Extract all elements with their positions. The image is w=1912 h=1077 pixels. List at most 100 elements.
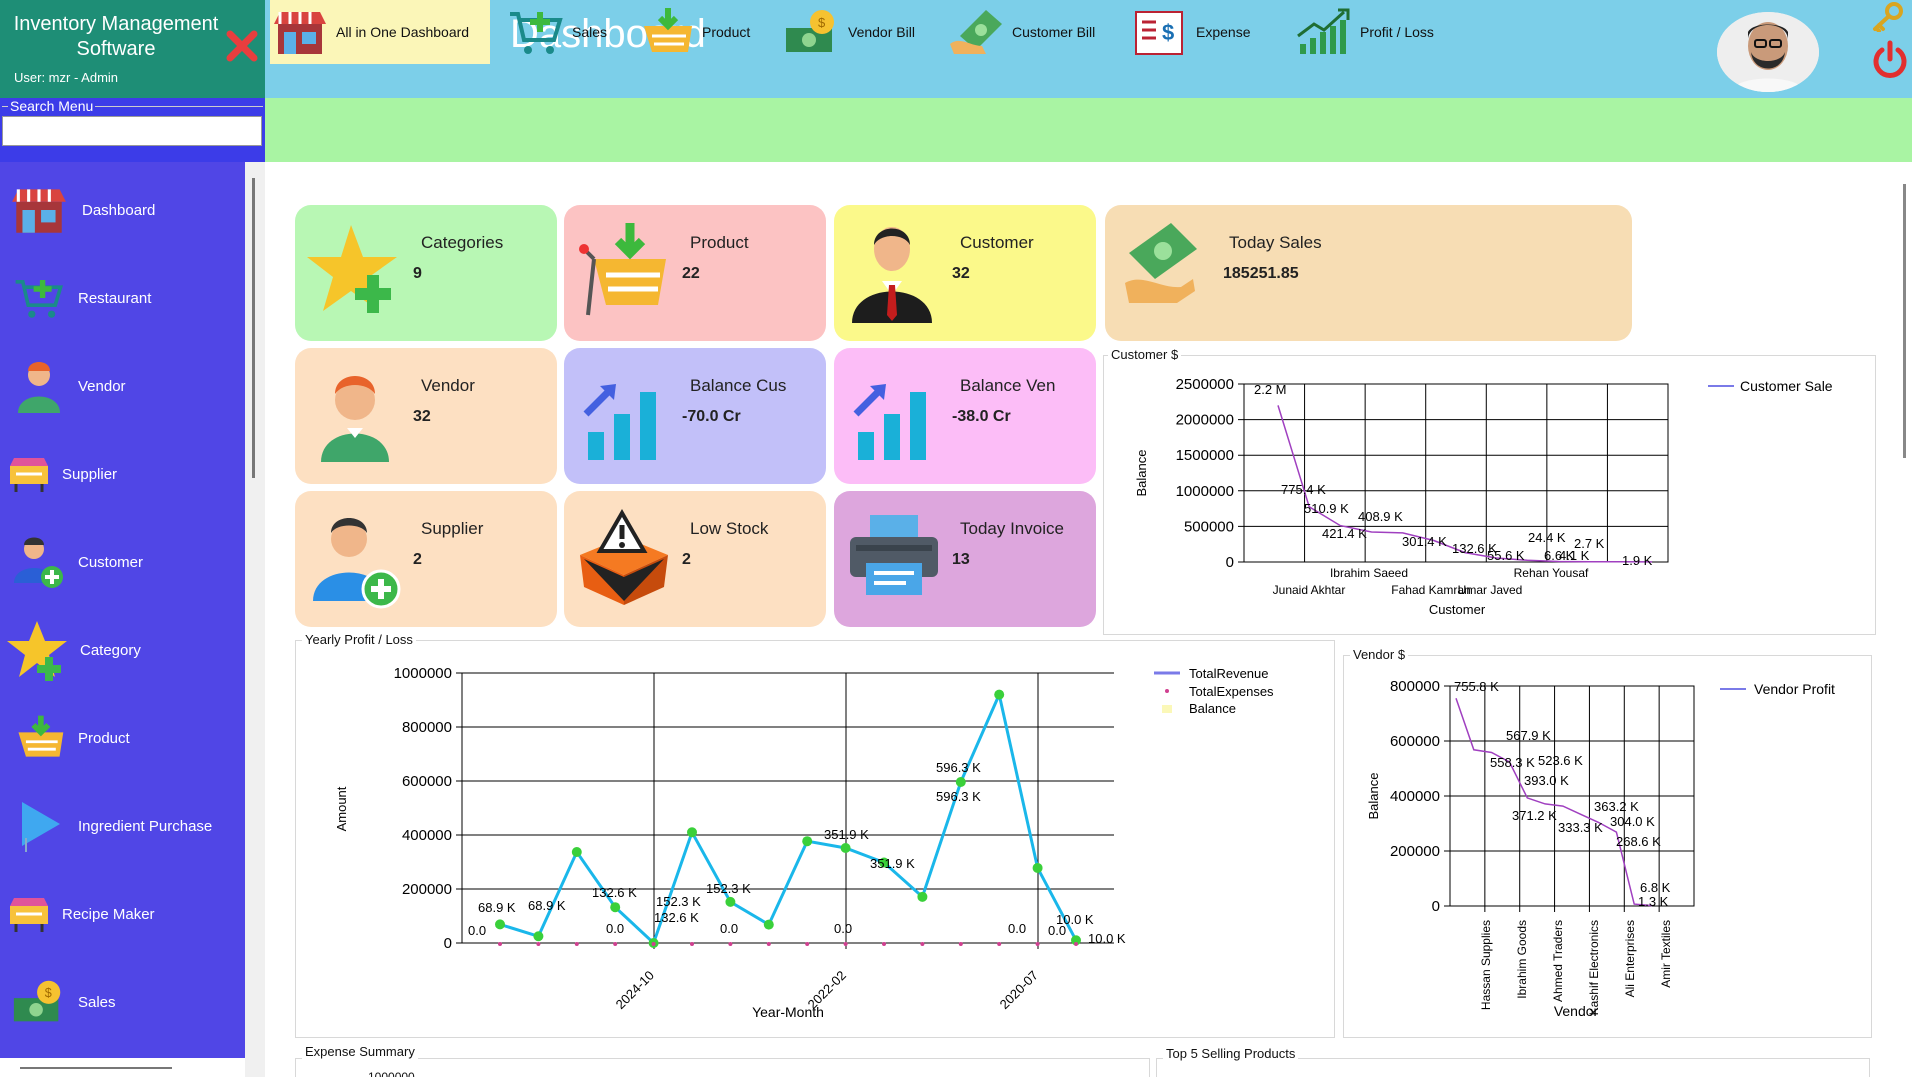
nav-label: Product	[702, 24, 751, 40]
close-icon[interactable]	[224, 28, 260, 64]
data-label: 371.2 K	[1512, 808, 1557, 823]
card-label: Low Stock	[690, 519, 769, 538]
sidebar-item-supplier[interactable]: Supplier	[0, 430, 245, 518]
data-label: 755.8 K	[1454, 679, 1499, 694]
top-selling-title: Top 5 Selling Products	[1163, 1046, 1299, 1061]
sidebar-item-restaurant[interactable]: Restaurant	[0, 254, 245, 342]
sidebar-item-category[interactable]: Category	[0, 606, 245, 694]
cart-icon	[15, 280, 64, 318]
sidebar: Dashboard Restaurant Vendor	[0, 162, 245, 1058]
yearly-chart-panel	[295, 640, 1335, 1038]
nav-all-in-one-dashboard[interactable]: All in One Dashboard	[270, 0, 490, 64]
sidebar-item-vendor[interactable]: Vendor	[0, 342, 245, 430]
recipe-icon	[10, 898, 48, 932]
expense-point	[1035, 942, 1040, 946]
nav-vendor-bill[interactable]: $ Vendor Bill	[782, 0, 922, 64]
data-label: 4.1 K	[1559, 548, 1590, 563]
sidebar-item-label: Recipe Maker	[62, 905, 155, 923]
revenue-point	[1032, 862, 1043, 873]
sidebar-item-label: Product	[78, 729, 130, 747]
card-product[interactable]: Product 22	[564, 205, 826, 341]
y-tick-label: 0	[1432, 898, 1440, 915]
y-tick-label: 1000000	[1176, 483, 1234, 500]
card-balance-vendor[interactable]: Balance Ven -38.0 Cr	[834, 348, 1096, 484]
balance-label: 132.6 K	[654, 910, 699, 925]
card-label: Today Invoice	[960, 519, 1064, 538]
bar-growth-icon	[853, 384, 926, 460]
money-icon: $	[13, 980, 61, 1022]
y-axis-label: Amount	[334, 786, 349, 831]
expense-point	[843, 942, 848, 946]
y-tick-label: 400000	[1390, 788, 1440, 805]
nav-expense[interactable]: $ Expense	[1130, 0, 1265, 64]
nav-profit-loss[interactable]: Profit / Loss	[1294, 0, 1444, 64]
nav-customer-bill[interactable]: Customer Bill	[946, 0, 1096, 64]
x-tick-label: 2020-07	[997, 968, 1041, 1012]
sidebar-hscrollbar[interactable]	[20, 1067, 172, 1069]
product-cart-icon	[579, 223, 666, 316]
x-tick-label: Ahmed Traders	[1551, 920, 1565, 1002]
card-label: Today Sales	[1229, 233, 1322, 252]
card-label: Balance Cus	[690, 376, 787, 395]
data-label: 132.6 K	[1452, 541, 1497, 556]
sidebar-item-dashboard[interactable]: Dashboard	[0, 166, 245, 254]
search-menu: Search Menu	[0, 98, 265, 162]
app-title: Inventory Management Software	[13, 13, 219, 60]
sidebar-item-ingredient-purchase[interactable]: Ingredient Purchase	[0, 782, 245, 870]
search-input[interactable]	[2, 116, 262, 146]
cart-icon	[510, 12, 563, 54]
y-axis-label: Balance	[1366, 773, 1381, 820]
sidebar-scrollbar[interactable]	[252, 178, 255, 478]
key-icon[interactable]	[1870, 2, 1904, 32]
revenue-point	[495, 919, 505, 930]
card-customer[interactable]: Customer 32	[834, 205, 1096, 341]
card-value: -70.0 Cr	[682, 408, 741, 425]
expense-point	[574, 942, 579, 946]
main-scrollbar[interactable]	[1903, 184, 1906, 458]
sidebar-item-product[interactable]: Product	[0, 694, 245, 782]
sidebar-item-sales[interactable]: $ Sales	[0, 958, 245, 1046]
revenue-point	[1071, 935, 1081, 946]
balance-label: 351.9 K	[824, 827, 869, 842]
card-today-invoice[interactable]: Today Invoice 13	[834, 491, 1096, 627]
x-axis-label: Year-Month	[752, 1004, 824, 1020]
data-label: 421.4 K	[1322, 526, 1367, 541]
product-cart-icon	[644, 8, 692, 52]
sidebar-item-customer[interactable]: Customer	[0, 518, 245, 606]
x-tick-label: Junaid Akhtar	[1273, 583, 1346, 597]
expense-point	[920, 942, 925, 946]
sidebar-item-label: Restaurant	[78, 289, 152, 307]
expense-summary-top-tick: 1000000	[368, 1070, 415, 1077]
vendor-chart-panel	[1343, 655, 1872, 1038]
card-balance-customer[interactable]: Balance Cus -70.0 Cr	[564, 348, 826, 484]
nav-product[interactable]: Product	[636, 0, 766, 64]
growth-chart-icon	[1297, 8, 1350, 54]
money-hand-icon	[1125, 223, 1197, 303]
y-axis-label: Balance	[1134, 450, 1149, 497]
card-vendor[interactable]: Vendor 32	[295, 348, 557, 484]
sidebar-item-label: Supplier	[62, 465, 118, 483]
legend-label: TotalExpenses	[1189, 684, 1274, 699]
card-supplier[interactable]: Supplier 2	[295, 491, 557, 627]
star-add-icon	[7, 621, 67, 681]
sidebar-item-recipe-maker[interactable]: Recipe Maker	[0, 870, 245, 958]
y-tick-label: 400000	[402, 827, 452, 844]
x-tick-label: Ibrahim Goods	[1515, 920, 1529, 999]
expense-summary-title: Expense Summary	[302, 1044, 418, 1059]
power-icon[interactable]	[1870, 40, 1910, 80]
card-categories[interactable]: Categories 9	[295, 205, 557, 341]
card-low-stock[interactable]: Low Stock 2	[564, 491, 826, 627]
balance-label: 0.0	[1048, 923, 1066, 938]
card-today-sales[interactable]: Today Sales 185251.85	[1105, 205, 1632, 341]
card-label: Balance Ven	[960, 376, 1056, 395]
avatar[interactable]	[1717, 12, 1819, 92]
balance-label: 0.0	[468, 923, 486, 938]
revenue-point	[763, 919, 774, 930]
data-label: 2.2 M	[1254, 382, 1287, 397]
data-label: 558.3 K	[1490, 755, 1535, 770]
nav-sales[interactable]: Sales	[506, 0, 616, 64]
revenue-point	[571, 847, 582, 858]
balance-label: 68.9 K	[478, 900, 516, 915]
x-tick-label: Ibrahim Saeed	[1330, 566, 1408, 580]
card-value: 2	[413, 551, 422, 568]
